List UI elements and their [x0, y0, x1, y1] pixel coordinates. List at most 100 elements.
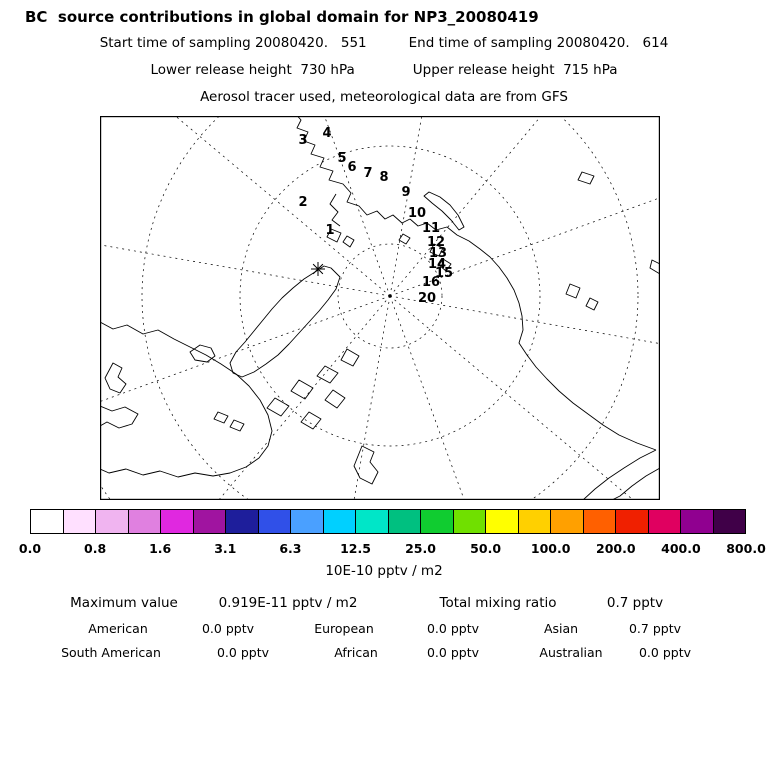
trajectory-point-label: 6	[347, 160, 356, 175]
colorbar-cell	[648, 510, 681, 533]
meridian-line	[218, 295, 391, 500]
trajectory-point-label: 4	[322, 126, 331, 141]
meridian-line	[389, 295, 660, 344]
station-marker-line	[312, 263, 324, 275]
colorbar-cell	[356, 510, 389, 533]
stat-label: Asian	[543, 621, 579, 636]
meridian-line	[389, 295, 465, 500]
colorbar-tick-label: 400.0	[661, 541, 701, 556]
colorbar	[30, 509, 746, 534]
trajectory-point-label: 7	[363, 166, 372, 181]
trajectory-point-label: 15	[435, 266, 453, 281]
stats-row-continents-2: South American 0.0 pptv African 0.0 pptv Aus…	[0, 645, 768, 662]
coastlines	[100, 116, 660, 500]
colorbar-cell	[551, 510, 584, 533]
meridian-line	[389, 116, 542, 297]
colorbar-cell	[96, 510, 129, 533]
colorbar-cell	[128, 510, 161, 533]
stat-value: 0.0 pptv	[638, 645, 692, 660]
trajectory-point-label: 8	[379, 170, 388, 185]
stat-value: 0.0 pptv	[426, 645, 480, 660]
stat-value: 0.7 pptv	[606, 595, 664, 611]
meridian-line	[389, 116, 423, 297]
colorbar-tick-label: 0.8	[84, 541, 107, 556]
tracer-line: Aerosol tracer used, meteorological data…	[0, 89, 768, 105]
stat-label: South American	[61, 645, 161, 660]
colorbar-cell	[486, 510, 519, 533]
colorbar-cell	[31, 510, 64, 533]
colorbar-tick-label: 50.0	[470, 541, 502, 556]
trajectory-point-label: 5	[337, 151, 346, 166]
colorbar-cell	[681, 510, 714, 533]
meridian-line	[353, 295, 391, 500]
trajectory-point-label: 1	[325, 223, 334, 238]
map-frame	[100, 116, 660, 500]
latitude-circle	[141, 116, 639, 500]
colorbar-tick-labels: 0.0 0.8 1.6 3.1 6.3 12.5 25.0 50.0 100.0 200.0 400…	[19, 541, 766, 557]
meridian-line	[100, 244, 391, 297]
stats-row-max: Maximum value 0.919E-11 pptv / m2 Total mi…	[0, 595, 768, 612]
trajectory-point-label: 11	[422, 221, 440, 236]
colorbar-tick-label: 100.0	[530, 541, 571, 556]
colorbar-tick-label: 25.0	[405, 541, 436, 556]
stat-value: 0.0 pptv	[216, 645, 270, 660]
stat-value: 0.919E-11 pptv / m2	[218, 595, 358, 611]
colorbar-tick-label: 3.1	[214, 541, 237, 556]
stat-label: American	[88, 621, 148, 636]
colorbar-cell	[258, 510, 291, 533]
stat-label: European	[314, 621, 374, 636]
stat-value: 0.7 pptv	[628, 621, 682, 636]
latitude-circle	[337, 243, 443, 349]
tracer-text: Aerosol tracer used, meteorological data…	[200, 89, 568, 105]
trajectory-point-label: 14	[428, 257, 446, 272]
colorbar-tick-label: 6.3	[279, 541, 302, 556]
trajectory-point-label: 13	[429, 246, 447, 261]
colorbar-tick-label: 1.6	[149, 541, 172, 556]
sampling-end-text: End time of sampling 20080420. 614	[408, 35, 669, 51]
stat-label: Maximum value	[70, 595, 178, 611]
stat-value: 0.0 pptv	[426, 621, 480, 636]
colorbar-cell	[518, 510, 551, 533]
colorbar-cell	[291, 510, 324, 533]
latitude-circle	[239, 145, 541, 447]
colorbar-cell	[713, 510, 745, 533]
plot-title: BC source contributions in global domain…	[25, 8, 539, 26]
colorbar-cell	[193, 510, 226, 533]
trajectory-point-label: 12	[427, 235, 445, 250]
colorbar-units: 10E-10 pptv / m2	[325, 563, 443, 579]
colorbar-cell	[161, 510, 194, 533]
trajectory-point-label: 2	[298, 195, 307, 210]
colorbar-tick-label: 800.0	[726, 541, 766, 556]
colorbar-cell	[453, 510, 486, 533]
trajectory-point-label: 16	[422, 275, 440, 290]
colorbar-cell	[421, 510, 454, 533]
colorbar-tick-label: 12.5	[340, 541, 371, 556]
graticule	[100, 116, 660, 500]
meridian-line	[174, 116, 391, 297]
colorbar-tick-label: 200.0	[596, 541, 636, 556]
meridian-line	[389, 295, 634, 500]
colorbar-cell	[583, 510, 616, 533]
stat-label: Australian	[539, 645, 603, 660]
trajectory-point-label: 10	[408, 206, 426, 221]
trajectory-point-label: 20	[418, 291, 436, 306]
colorbar-cell	[63, 510, 96, 533]
stat-value: 0.0 pptv	[201, 621, 255, 636]
trajectory-point-label: 3	[298, 133, 307, 148]
colorbar-cell	[323, 510, 356, 533]
station-marker	[311, 262, 325, 276]
map-panel: 1 2 3 4 5 6 7 8 9 10 11 12 13 14 15 16 20	[100, 116, 660, 500]
colorbar-cell	[388, 510, 421, 533]
release-height-line: Lower release height 730 hPa Upper relea…	[0, 62, 768, 78]
stat-label: African	[334, 645, 378, 660]
colorbar-cell	[226, 510, 259, 533]
colorbar-cell	[616, 510, 649, 533]
upper-release-text: Upper release height 715 hPa	[412, 62, 618, 78]
sampling-start-text: Start time of sampling 20080420. 551	[99, 35, 367, 51]
trajectory-point-label: 9	[401, 185, 410, 200]
colorbar-tick-label: 0.0	[18, 541, 42, 556]
stat-label: Total mixing ratio	[439, 595, 557, 611]
